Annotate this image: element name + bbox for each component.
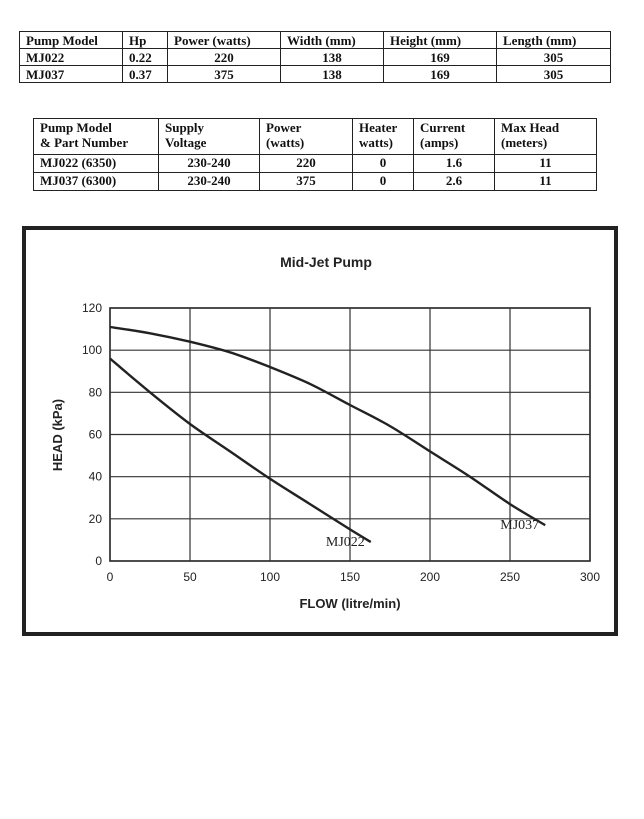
series-labels: MJ022 MJ037 (326, 518, 539, 550)
table-cell: MJ037 (6300) (33, 172, 159, 191)
table-cell: 305 (496, 65, 611, 83)
table-cell: 1.6 (413, 154, 495, 173)
pump-dimensions-table: Pump Model Hp Power (watts) Width (mm) H… (19, 31, 611, 83)
header-line: Voltage (165, 135, 207, 150)
table-cell: 2.6 (413, 172, 495, 191)
table-row: MJ037 0.37 375 138 169 305 (19, 65, 611, 83)
header-cell: Power (watts) (167, 31, 281, 49)
table-cell: 0.37 (122, 65, 168, 83)
table-cell: MJ022 (19, 48, 123, 66)
table-row: MJ022 (6350) 230-240 220 0 1.6 11 (33, 154, 597, 173)
table-cell: 375 (259, 172, 353, 191)
chart-title: Mid-Jet Pump (280, 254, 372, 270)
x-tick-label: 50 (183, 570, 197, 584)
table-cell: 0 (352, 154, 414, 173)
table-cell: MJ022 (6350) (33, 154, 159, 173)
series-line-mj022 (109, 357, 372, 544)
table-row: MJ022 0.22 220 138 169 305 (19, 48, 611, 66)
table-header-row: Pump Model & Part Number Supply Voltage Po… (33, 118, 597, 155)
x-axis-label: FLOW (litre/min) (299, 596, 400, 611)
table-cell: 11 (494, 154, 597, 173)
y-tick-label: 100 (82, 343, 102, 357)
grid-lines (110, 308, 590, 561)
x-tick-label: 0 (107, 570, 114, 584)
header-line: Max Head (501, 120, 560, 135)
header-line: (watts) (266, 135, 305, 150)
series-label-mj022: MJ022 (326, 535, 365, 550)
x-tick-label: 300 (580, 570, 600, 584)
table-cell: 375 (167, 65, 281, 83)
y-tick-label: 80 (89, 385, 103, 399)
header-line: Supply (165, 120, 205, 135)
x-tick-label: 150 (340, 570, 360, 584)
header-cell: Pump Model & Part Number (33, 118, 159, 155)
x-tick-label: 250 (500, 570, 520, 584)
table-cell: 138 (280, 65, 384, 83)
header-line: watts) (359, 135, 393, 150)
header-line: Heater (359, 120, 398, 135)
table-cell: 138 (280, 48, 384, 66)
table-cell: MJ037 (19, 65, 123, 83)
header-line: & Part Number (40, 135, 129, 150)
table-cell: 0.22 (122, 48, 168, 66)
table-cell: 230-240 (158, 172, 260, 191)
table-cell: 169 (383, 48, 497, 66)
y-axis-label: HEAD (kPa) (50, 399, 65, 471)
table-cell: 220 (259, 154, 353, 173)
chart-svg: Mid-Jet Pump 0 50 100 150 200 250 300 0 20 40 60 80… (50, 254, 600, 611)
header-cell: Pump Model (19, 31, 123, 49)
series-lines (109, 325, 546, 544)
header-line: Current (420, 120, 466, 135)
table-cell: 169 (383, 65, 497, 83)
header-cell: Width (mm) (280, 31, 384, 49)
table-cell: 220 (167, 48, 281, 66)
series-line-mj037 (109, 325, 546, 527)
tick-labels: 0 50 100 150 200 250 300 0 20 40 60 80 100 120 (82, 301, 600, 584)
header-cell: Height (mm) (383, 31, 497, 49)
pump-electrical-table: Pump Model & Part Number Supply Voltage Po… (33, 118, 597, 191)
table-cell: 0 (352, 172, 414, 191)
table-cell: 305 (496, 48, 611, 66)
header-line: Power (266, 120, 302, 135)
x-tick-label: 100 (260, 570, 280, 584)
header-cell: Power (watts) (259, 118, 353, 155)
header-cell: Current (amps) (413, 118, 495, 155)
y-tick-label: 0 (95, 554, 102, 568)
header-cell: Length (mm) (496, 31, 611, 49)
header-line: (amps) (420, 135, 459, 150)
y-tick-label: 120 (82, 301, 102, 315)
y-tick-label: 40 (89, 470, 103, 484)
y-tick-label: 60 (89, 428, 103, 442)
header-line: (meters) (501, 135, 548, 150)
table-cell: 230-240 (158, 154, 260, 173)
series-label-mj037: MJ037 (500, 518, 539, 533)
y-tick-label: 20 (89, 512, 103, 526)
table-header-row: Pump Model Hp Power (watts) Width (mm) H… (19, 31, 611, 49)
pump-curve-chart: Mid-Jet Pump 0 50 100 150 200 250 300 0 20 40 60 80… (22, 226, 618, 636)
table-row: MJ037 (6300) 230-240 375 0 2.6 11 (33, 172, 597, 191)
x-tick-label: 200 (420, 570, 440, 584)
header-cell: Max Head (meters) (494, 118, 597, 155)
header-line: Pump Model (40, 120, 112, 135)
header-cell: Heater watts) (352, 118, 414, 155)
header-cell: Hp (122, 31, 168, 49)
header-cell: Supply Voltage (158, 118, 260, 155)
table-cell: 11 (494, 172, 597, 191)
